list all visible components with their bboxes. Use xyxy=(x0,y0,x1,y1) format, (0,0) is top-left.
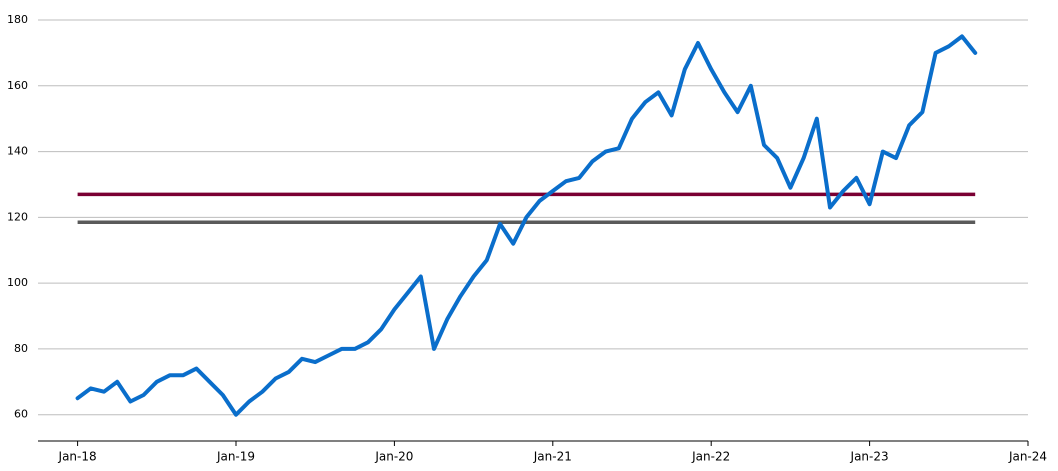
x-tick-label: Jan-21 xyxy=(533,450,572,464)
y-tick-label: 100 xyxy=(7,276,28,289)
x-tick-label: Jan-19 xyxy=(216,450,255,464)
y-tick-label: 120 xyxy=(7,210,28,223)
y-tick-label: 140 xyxy=(7,145,28,158)
y-tick-label: 80 xyxy=(14,342,28,355)
y-tick-label: 160 xyxy=(7,79,28,92)
x-tick-label: Jan-20 xyxy=(374,450,413,464)
x-tick-label: Jan-24 xyxy=(1008,450,1047,464)
line-series xyxy=(75,34,978,417)
y-tick-label: 180 xyxy=(7,13,28,26)
x-tick-label: Jan-23 xyxy=(850,450,889,464)
x-tick-label: Jan-22 xyxy=(691,450,730,464)
y-tick-label: 60 xyxy=(14,408,28,421)
x-tick-label: Jan-18 xyxy=(58,450,97,464)
